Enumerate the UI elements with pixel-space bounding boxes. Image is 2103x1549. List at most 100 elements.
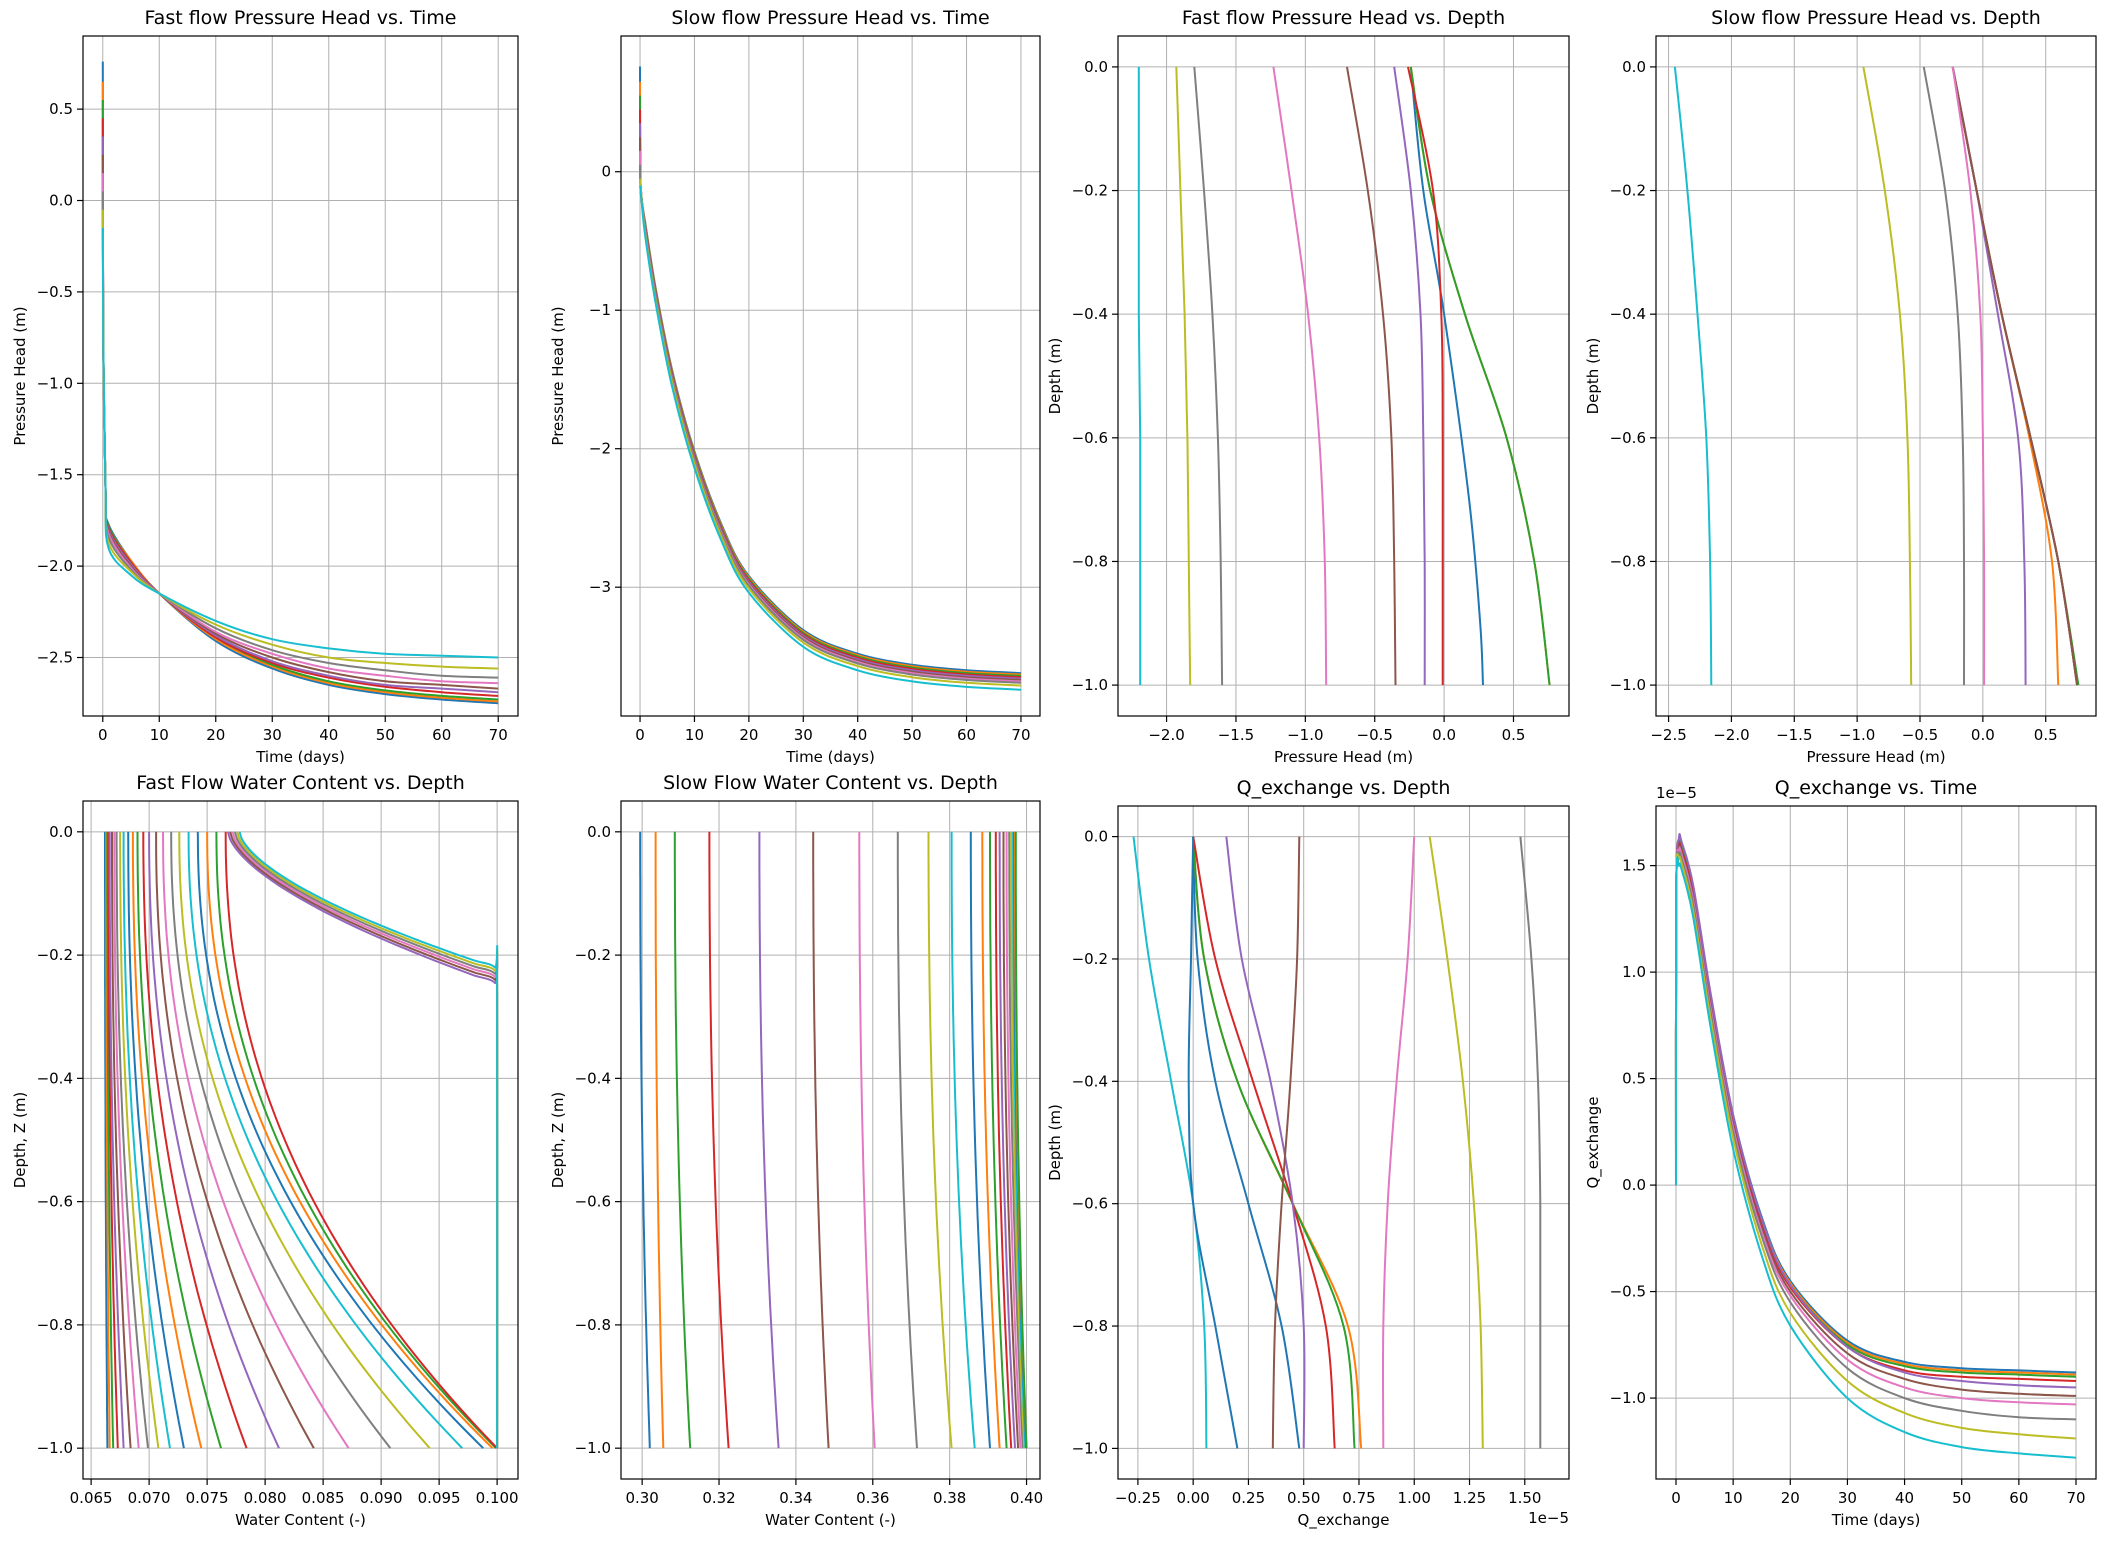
plot-lines — [1674, 832, 2077, 1459]
y-tick-label: −0.5 — [1610, 1283, 1646, 1301]
chart-fast-wc-depth: 0.065 0.070 0.075 0.080 0.085 0.090 0.095 0.100… — [11, 772, 519, 1529]
series-line — [170, 831, 392, 1449]
x-tick-label: −1.0 — [1287, 726, 1323, 744]
y-tick-label: 0.0 — [1084, 58, 1108, 76]
x-tick-label: 30 — [263, 726, 282, 744]
x-tick-label: −2.5 — [1650, 726, 1686, 744]
series-line — [101, 136, 499, 694]
series-line — [101, 99, 499, 701]
series-line — [231, 831, 499, 1449]
chart-title: Slow flow Pressure Head vs. Depth — [1711, 7, 2041, 29]
chart-slow-ph-time: 0 10 20 30 40 50 60 70 −3 −2 −1 0 Slow flow Pressure… — [549, 7, 1041, 766]
x-tick-label: 0.070 — [128, 1489, 171, 1507]
series-line — [639, 95, 1022, 677]
x-tick-label: 60 — [2009, 1489, 2028, 1507]
x-tick-label: 0 — [1671, 1489, 1681, 1507]
x-tick-label: 0.080 — [244, 1489, 287, 1507]
series-line — [111, 831, 132, 1449]
y-tick-label: −1.0 — [37, 374, 73, 392]
x-tick-label: −0.5 — [1357, 726, 1393, 744]
series-line — [101, 154, 499, 690]
series-line — [101, 191, 499, 679]
y-tick-label: −0.4 — [1072, 1072, 1108, 1090]
plot-lines — [104, 831, 499, 1449]
y-tick-label: −0.2 — [1610, 182, 1646, 200]
series-line — [136, 831, 222, 1449]
x-tick-label: 0.100 — [476, 1489, 519, 1507]
x-tick-label: 0.095 — [418, 1489, 461, 1507]
x-tick-label: −2.0 — [1713, 726, 1749, 744]
series-line — [639, 178, 1022, 687]
y-tick-label: −0.2 — [37, 946, 73, 964]
x-tick-label: 0.38 — [933, 1489, 966, 1507]
x-tick-label: 10 — [1724, 1489, 1743, 1507]
series-line — [1005, 831, 1022, 1449]
chart-title: Fast flow Pressure Head vs. Time — [145, 7, 457, 29]
series-line — [1193, 66, 1224, 686]
chart-title: Fast Flow Water Content vs. Depth — [136, 772, 465, 794]
series-line — [1175, 66, 1192, 686]
series-line — [639, 831, 651, 1449]
y-tick-label: −0.8 — [1610, 552, 1646, 570]
series-line — [1014, 831, 1028, 1449]
series-line — [1346, 66, 1397, 686]
series-line — [896, 831, 918, 1449]
series-line — [1132, 836, 1208, 1449]
y-tick-label: 0.0 — [587, 823, 611, 841]
series-line — [162, 831, 350, 1449]
series-line — [639, 81, 1022, 676]
y-tick-label: 0.0 — [49, 192, 73, 210]
series-line — [215, 831, 497, 1449]
x-tick-label: 1.50 — [1508, 1489, 1541, 1507]
series-line — [119, 831, 160, 1449]
series-line — [1225, 836, 1306, 1449]
y-tick-label: −2 — [589, 440, 611, 458]
series-line — [639, 164, 1022, 684]
y-tick-label: −0.6 — [37, 1193, 73, 1211]
chart-slow-wc-depth: 0.30 0.32 0.34 0.36 0.38 0.40 −1.0 −0.8 −0.6 −0.4… — [549, 772, 1043, 1529]
chart-title: Slow flow Pressure Head vs. Time — [671, 7, 989, 29]
series-line — [639, 109, 1022, 679]
y-tick-label: −0.4 — [1610, 305, 1646, 323]
y-tick-label: 0.0 — [49, 823, 73, 841]
x-tick-label: 50 — [376, 726, 395, 744]
x-tick-label: 0.40 — [1010, 1489, 1043, 1507]
y-tick-label: −1.0 — [1072, 676, 1108, 694]
series-line — [1674, 832, 2077, 1389]
series-line — [236, 831, 499, 1449]
series-line — [148, 831, 280, 1449]
x-axis-label: Pressure Head (m) — [1274, 748, 1413, 766]
y-tick-label: −1.5 — [37, 466, 73, 484]
y-tick-label: −1 — [589, 301, 611, 319]
y-tick-label: −0.6 — [575, 1193, 611, 1211]
x-tick-label: 70 — [489, 726, 508, 744]
series-line — [1192, 836, 1363, 1449]
x-tick-label: −2.0 — [1148, 726, 1184, 744]
x-tick-label: 30 — [794, 726, 813, 744]
series-line — [234, 831, 499, 1449]
series-line — [101, 209, 499, 670]
axes-frame — [1655, 805, 2097, 1480]
series-line — [227, 831, 499, 1449]
series-line — [969, 831, 991, 1449]
y-axis-label: Depth (m) — [1584, 338, 1602, 415]
series-line — [1674, 856, 2077, 1459]
x-tick-label: 50 — [1952, 1489, 1971, 1507]
x-tick-label: 0.34 — [779, 1489, 812, 1507]
series-line — [1192, 836, 1301, 1449]
y-tick-label: 0.0 — [1084, 828, 1108, 846]
y-axis-label: Pressure Head (m) — [11, 306, 29, 445]
series-line — [812, 831, 830, 1449]
y-tick-label: −0.6 — [1072, 429, 1108, 447]
chart-fast-ph-depth: −2.0 −1.5 −1.0 −0.5 0.0 0.5 −1.0 −0.8 −0.6 −0.4 −0… — [1046, 7, 1570, 766]
y-tick-label: 1.5 — [1622, 857, 1646, 875]
series-line — [950, 831, 976, 1449]
y-tick-label: −1.0 — [1072, 1439, 1108, 1457]
plot-lines — [101, 61, 499, 705]
series-line — [107, 831, 119, 1449]
x-tick-label: 20 — [1781, 1489, 1800, 1507]
series-line — [1674, 851, 2077, 1421]
x-tick-label: 30 — [1838, 1489, 1857, 1507]
series-line — [639, 150, 1022, 683]
